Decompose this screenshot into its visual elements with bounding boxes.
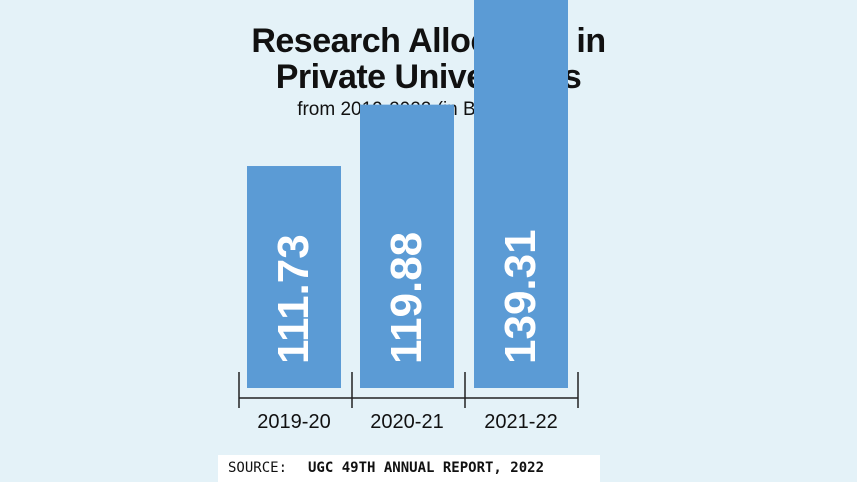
source-text: UGC 49TH ANNUAL REPORT, 2022 xyxy=(308,460,545,476)
x-tick-label: 2020-21 xyxy=(370,411,443,433)
x-tick-label: 2019-20 xyxy=(257,411,330,433)
bar-2021-22 xyxy=(474,0,568,389)
source-label: SOURCE: xyxy=(228,460,288,476)
source-box: SOURCE: UGC 49TH ANNUAL REPORT, 2022 xyxy=(218,455,600,482)
bar-2020-21 xyxy=(360,104,454,388)
x-tick-label: 2021-22 xyxy=(484,411,557,433)
bar-value-label: 139.31 xyxy=(496,229,545,364)
bar-value-label: 119.88 xyxy=(382,232,431,364)
bar-chart: 111.73 2019-20 119.88 2020-21 139.31 2021-22 xyxy=(238,0,579,433)
bar-2019-20 xyxy=(247,166,341,388)
bar-value-label: 111.73 xyxy=(269,234,318,364)
